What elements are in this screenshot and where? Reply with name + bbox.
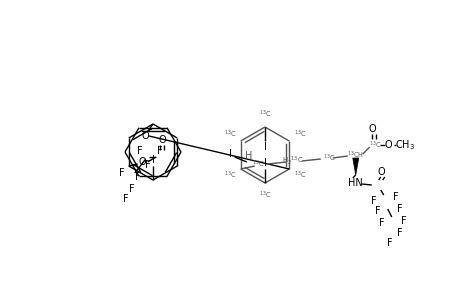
Text: HN: HN [347, 178, 362, 188]
Text: $^{13}$C: $^{13}$C [258, 190, 271, 201]
Text: O: O [141, 131, 149, 141]
Text: F: F [386, 238, 392, 248]
Text: I: I [151, 155, 154, 165]
Text: $^{13}$CH: $^{13}$CH [347, 149, 364, 161]
Text: O: O [384, 140, 392, 150]
Text: F: F [145, 160, 150, 170]
Text: I: I [263, 142, 266, 152]
Text: I: I [229, 149, 232, 159]
Text: $^{13}$C: $^{13}$C [293, 170, 306, 181]
Text: F: F [378, 218, 384, 228]
Text: F: F [119, 168, 124, 178]
Text: F: F [392, 192, 397, 202]
Text: F: F [134, 172, 140, 182]
Text: CH$_3$: CH$_3$ [394, 138, 414, 152]
Text: $^{13}$C: $^{13}$C [223, 129, 235, 140]
Text: F: F [400, 216, 406, 226]
Text: $^{13}$C: $^{13}$C [293, 129, 306, 140]
Text: $^{13}$C: $^{13}$C [251, 158, 263, 170]
Polygon shape [352, 158, 358, 175]
Text: $^{13}$C: $^{13}$C [322, 152, 334, 164]
Text: F: F [374, 206, 380, 216]
Text: O: O [139, 157, 146, 167]
Text: F: F [123, 194, 128, 204]
Text: O: O [159, 135, 166, 145]
Text: F: F [396, 204, 402, 214]
Text: $^{13}$C: $^{13}$C [258, 109, 271, 120]
Text: O: O [377, 167, 385, 177]
Text: $^{13}$C: $^{13}$C [223, 170, 235, 181]
Text: O: O [368, 124, 376, 134]
Text: $^{13}$C: $^{13}$C [368, 139, 380, 151]
Text: I: I [263, 158, 266, 168]
Text: F: F [137, 146, 142, 156]
Text: F: F [370, 196, 376, 206]
Text: F: F [157, 146, 162, 156]
Text: F: F [129, 184, 134, 194]
Text: F: F [396, 228, 402, 238]
Text: H: H [245, 151, 252, 161]
Text: H$_2$$^{13}$C: H$_2$$^{13}$C [281, 155, 303, 167]
